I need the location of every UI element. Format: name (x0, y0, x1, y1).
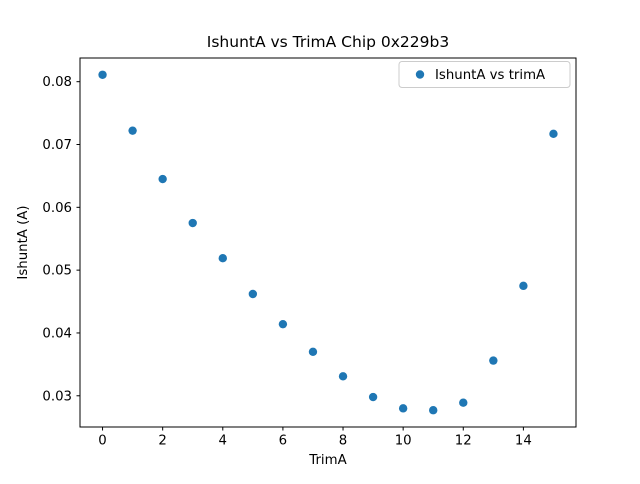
data-point (549, 129, 558, 139)
y-axis-label: IshuntA (A) (16, 205, 31, 279)
y-tick-label: 0.05 (42, 264, 72, 279)
axes-frame (79, 57, 577, 428)
chart-title: IshuntA vs TrimA Chip 0x229b3 (207, 33, 449, 51)
data-point (519, 281, 528, 291)
data-point (368, 392, 378, 402)
data-point (489, 356, 498, 365)
data-point (429, 406, 438, 415)
data-point (128, 126, 137, 135)
y-tick-label: 0.04 (42, 326, 72, 341)
legend-box (398, 61, 571, 88)
data-point (248, 289, 258, 299)
y-tick-label: 0.06 (42, 201, 72, 216)
y-tick-label: 0.07 (42, 138, 72, 153)
x-tick-label: 0 (98, 434, 106, 449)
legend: IshuntA vs trimA (398, 61, 571, 88)
y-tick-label: 0.08 (42, 75, 72, 90)
data-point (398, 404, 408, 413)
x-tick-label: 2 (158, 434, 166, 449)
data-point (459, 398, 468, 407)
x-axis-label: TrimA (308, 453, 346, 468)
legend-marker-icon (415, 70, 425, 79)
x-tick-label: 4 (219, 434, 227, 449)
data-point (188, 218, 197, 228)
data-point (158, 174, 167, 184)
data-point (98, 70, 107, 79)
axis-tick-labels: 0 2 4 6 8 10 12 14 0.03 0.04 0.05 0.06 0.07 0.08 (42, 75, 531, 448)
x-tick-label: 6 (279, 434, 287, 449)
axis-ticks (76, 81, 524, 431)
y-tick-label: 0.03 (42, 389, 72, 404)
data-point (308, 347, 318, 357)
data-point (278, 319, 288, 329)
x-tick-label: 10 (395, 434, 412, 449)
x-tick-label: 8 (339, 434, 347, 449)
legend-entry-label: IshuntA vs trimA (435, 68, 545, 83)
data-point (338, 372, 348, 381)
scatter-points (98, 70, 558, 415)
x-tick-label: 12 (455, 434, 472, 449)
data-point (218, 254, 227, 263)
x-tick-label: 14 (515, 434, 532, 449)
